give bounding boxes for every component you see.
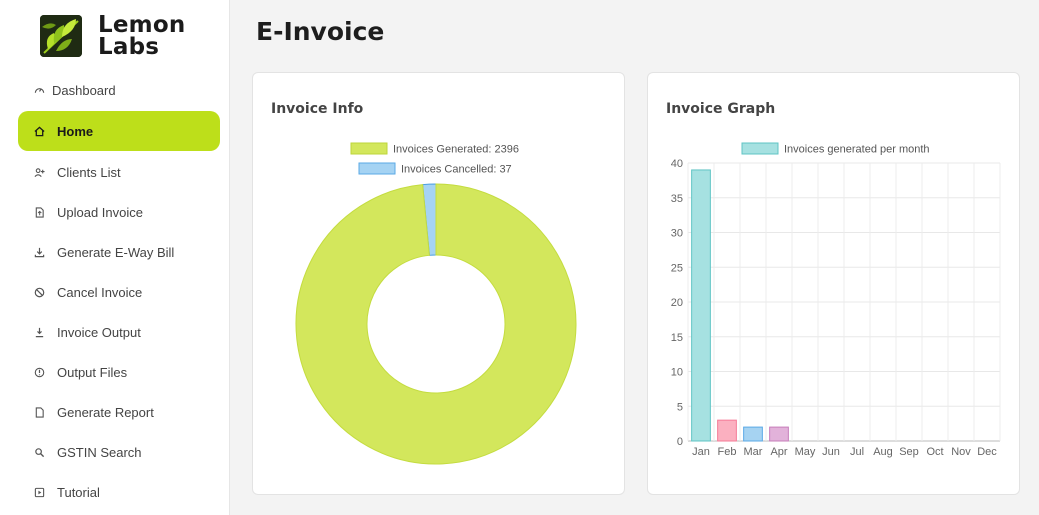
x-tick-label: Jan (692, 446, 710, 458)
legend-swatch (741, 142, 779, 155)
x-tick-label: Jul (850, 446, 864, 458)
user-add-icon (32, 165, 46, 179)
x-tick-label: Nov (951, 446, 971, 458)
bar-feb (717, 419, 737, 442)
sidebar-item-label: Output Files (57, 364, 128, 380)
invoice-graph-title: Invoice Graph (666, 101, 776, 117)
x-tick-label: Dec (977, 446, 997, 458)
x-tick-label: Oct (926, 446, 943, 458)
search-icon (32, 445, 46, 459)
sidebar-item-generate-e-way-bill[interactable]: Generate E-Way Bill (18, 232, 220, 272)
y-tick-label: 20 (671, 297, 683, 309)
x-tick-label: Mar (744, 446, 763, 458)
sidebar-item-label: Upload Invoice (57, 204, 143, 220)
info-circle-icon (32, 365, 46, 379)
legend-swatch (358, 162, 396, 175)
invoice-info-card: Invoice Info Invoices Generated: 2396 Inv… (252, 72, 625, 495)
legend-label: Invoices Cancelled: 37 (401, 164, 512, 176)
y-tick-label: 40 (671, 158, 683, 170)
sidebar-item-tutorial[interactable]: Tutorial (18, 472, 220, 512)
y-tick-label: 0 (677, 436, 683, 448)
y-tick-label: 25 (671, 262, 683, 274)
x-tick-label: Aug (873, 446, 893, 458)
sidebar-item-home[interactable]: Home (18, 111, 220, 151)
file-icon (32, 405, 46, 419)
y-tick-label: 15 (671, 332, 683, 344)
sidebar-item-label: Generate Report (57, 404, 154, 420)
y-tick-label: 35 (671, 193, 683, 205)
brand-name: Lemon Labs (98, 12, 186, 60)
sidebar-item-clients-list[interactable]: Clients List (18, 152, 220, 192)
x-tick-label: May (795, 446, 816, 458)
sidebar-item-label: GSTIN Search (57, 444, 142, 460)
sidebar-item-label: Home (57, 123, 94, 139)
y-tick-label: 5 (677, 401, 683, 413)
x-tick-label: Apr (770, 446, 787, 458)
y-tick-label: 30 (671, 228, 683, 240)
x-tick-label: Jun (822, 446, 840, 458)
sidebar-item-upload-invoice[interactable]: Upload Invoice (18, 192, 220, 232)
sidebar-item-label: Dashboard (52, 82, 116, 98)
sidebar-item-label: Cancel Invoice (57, 284, 143, 300)
sidebar-item-label: Invoice Output (57, 324, 141, 340)
play-icon (32, 485, 46, 499)
lemon-labs-logo (40, 15, 82, 57)
sidebar-item-cancel-invoice[interactable]: Cancel Invoice (18, 272, 220, 312)
x-tick-label: Feb (718, 446, 737, 458)
legend-label: Invoices generated per month (784, 144, 930, 156)
sidebar-item-label: Tutorial (57, 484, 100, 500)
invoice-graph-chart: Invoices generated per month 0 5 10 15 20 25 30… (671, 142, 1001, 458)
legend-swatch (350, 142, 388, 155)
page-title: E-Invoice (256, 17, 385, 46)
bar-jan (691, 169, 711, 442)
sidebar-nav: Dashboard Home Clients List Upload Invoi… (18, 70, 220, 512)
download-tray-icon (32, 325, 46, 339)
sidebar-item-label: Clients List (57, 164, 121, 180)
download-icon (32, 245, 46, 259)
slice-invoices-generated (295, 183, 577, 465)
gauge-icon (32, 83, 46, 97)
x-tick-label: Sep (899, 446, 919, 458)
sidebar-item-generate-report[interactable]: Generate Report (18, 392, 220, 432)
sidebar-item-invoice-output[interactable]: Invoice Output (18, 312, 220, 352)
sidebar-item-output-files[interactable]: Output Files (18, 352, 220, 392)
brand-line-1: Lemon (98, 12, 186, 38)
sidebar-item-label: Generate E-Way Bill (57, 244, 175, 260)
y-tick-label: 10 (671, 367, 683, 379)
sidebar-item-dashboard[interactable]: Dashboard (18, 70, 220, 110)
brand[interactable]: Lemon Labs (40, 12, 186, 60)
sidebar-item-gstin-search[interactable]: GSTIN Search (18, 432, 220, 472)
invoice-info-chart: Invoices Generated: 2396 Invoices Cancell… (295, 142, 577, 465)
file-upload-icon (32, 205, 46, 219)
invoice-graph-card: Invoice Graph Invoices generated per mon… (647, 72, 1020, 495)
bar-mar (743, 426, 763, 442)
bar-apr (769, 426, 789, 442)
sidebar: Lemon Labs Dashboard Home Clients List (0, 0, 230, 515)
brand-line-2: Labs (98, 34, 160, 60)
invoice-info-title: Invoice Info (271, 101, 364, 117)
legend-label: Invoices Generated: 2396 (393, 144, 519, 156)
ban-icon (32, 285, 46, 299)
home-icon (32, 124, 46, 138)
